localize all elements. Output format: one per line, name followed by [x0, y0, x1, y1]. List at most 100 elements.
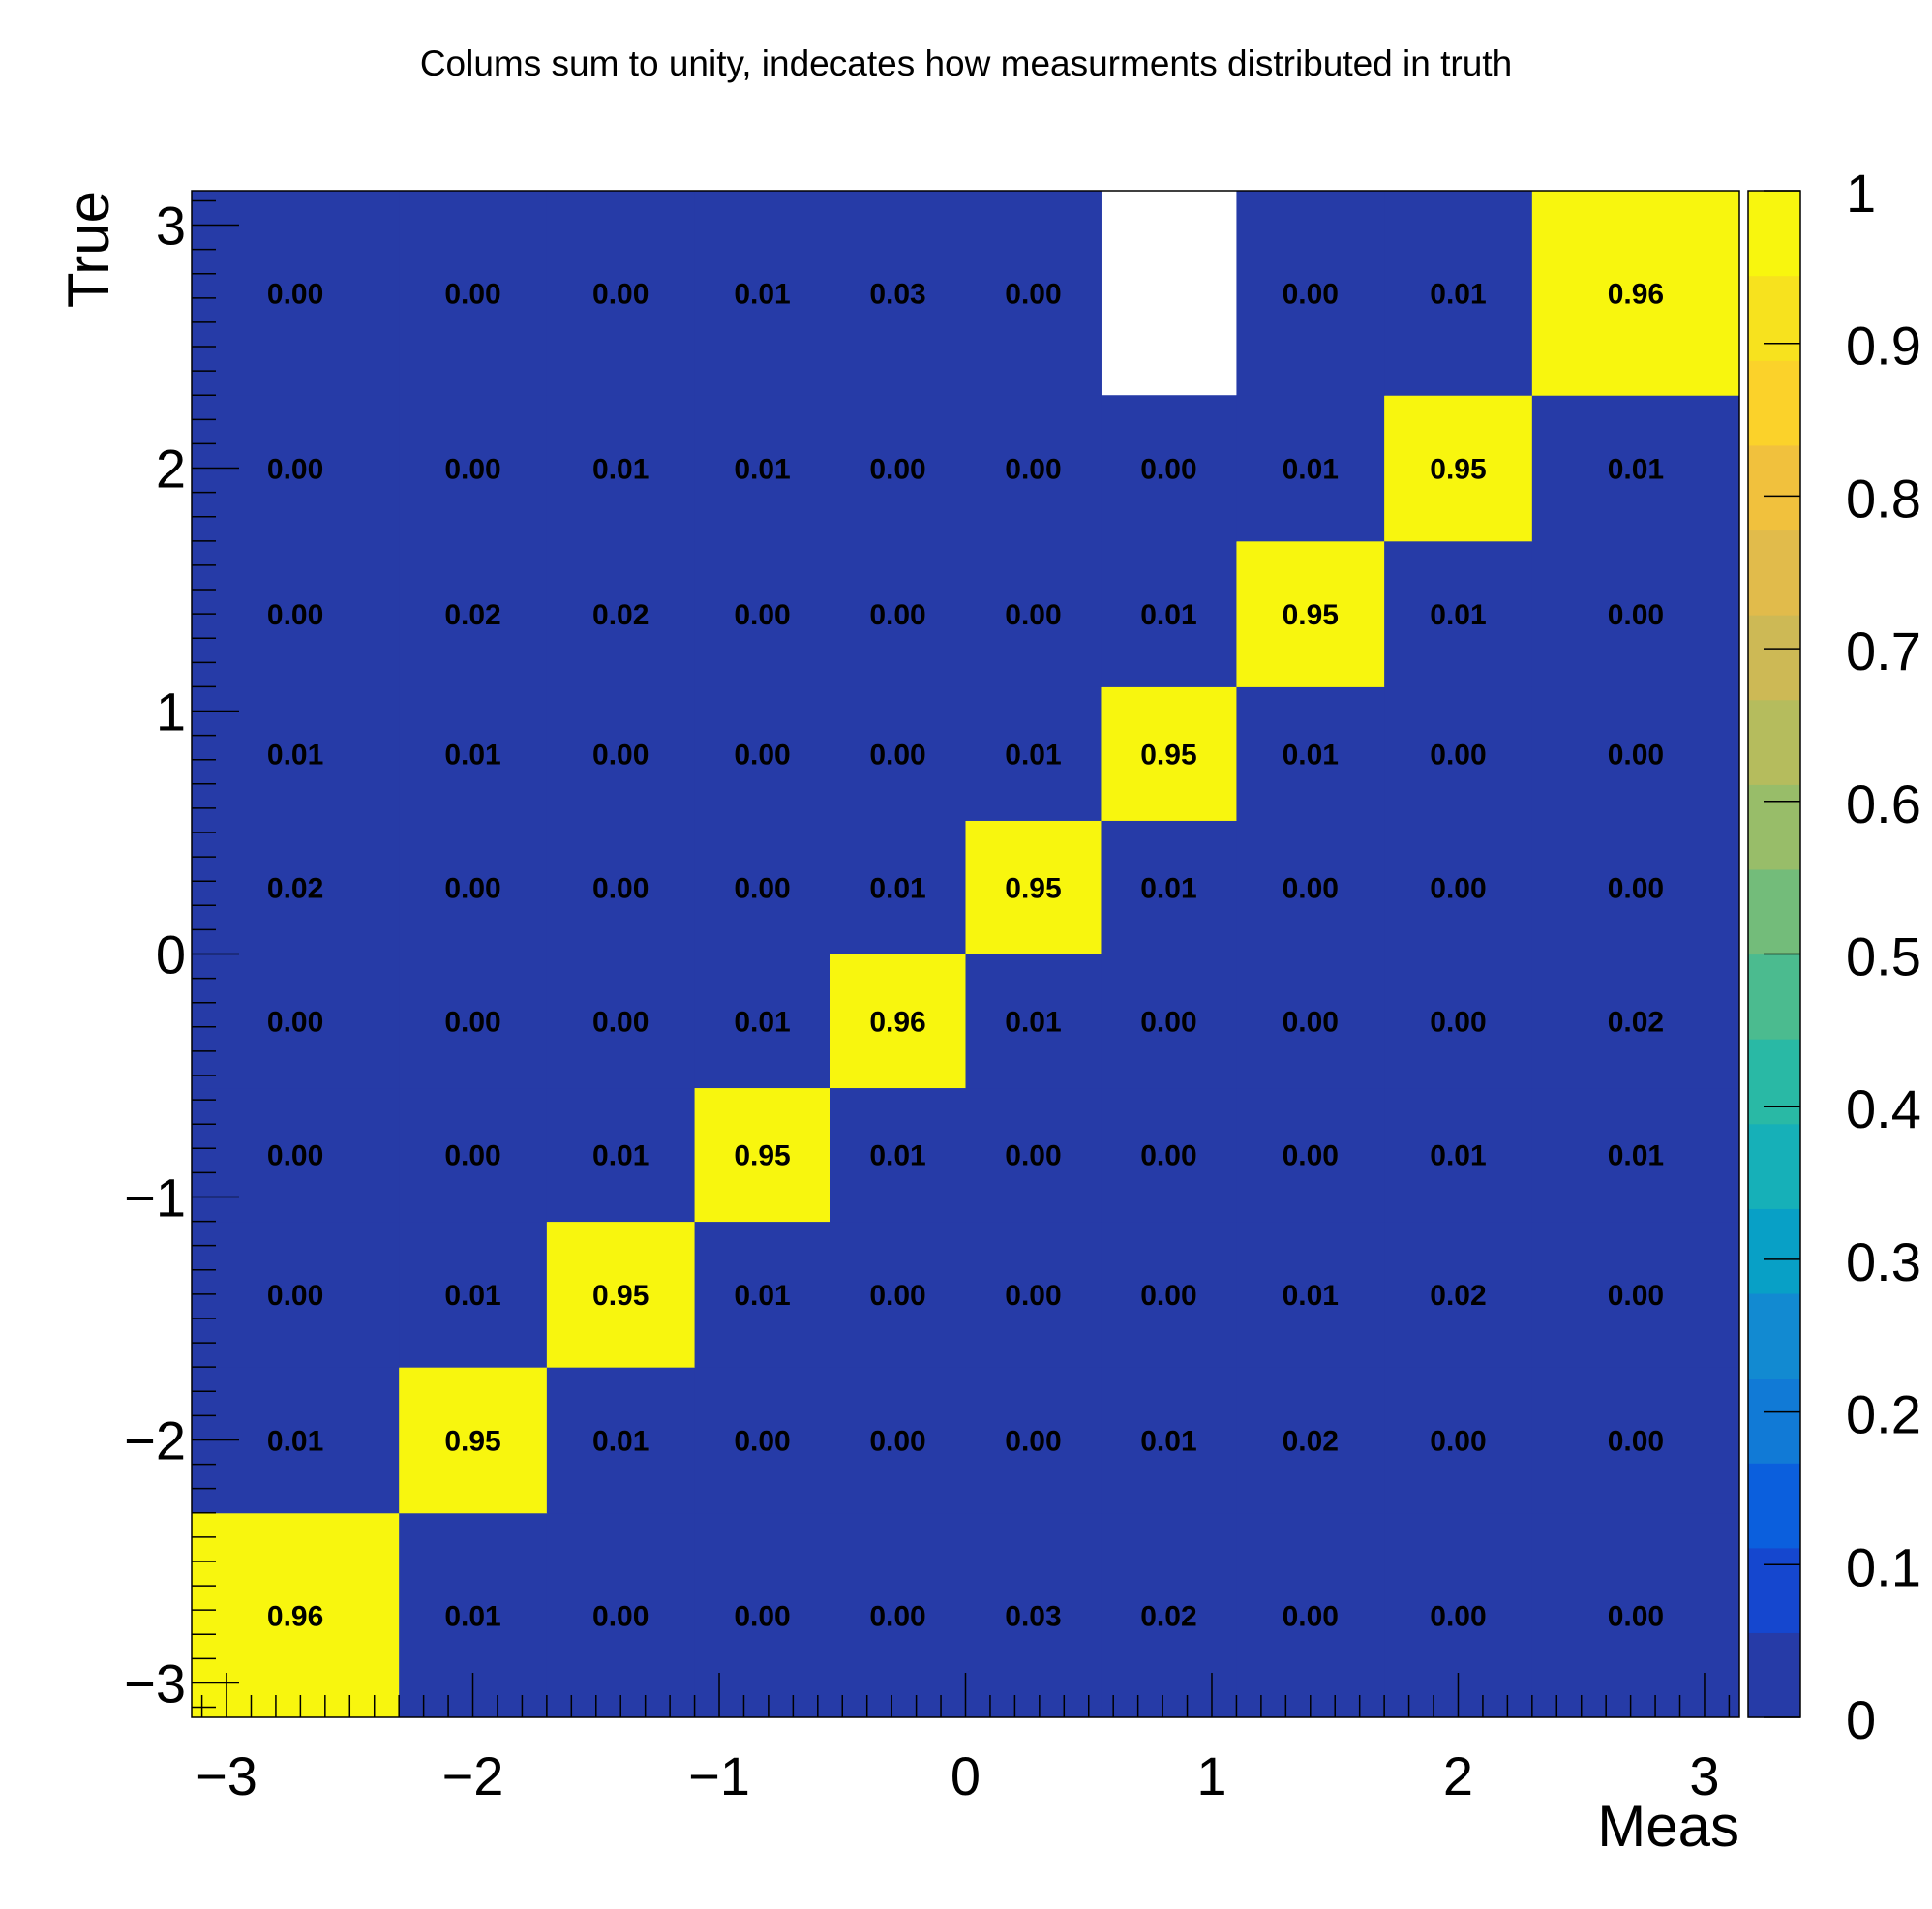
- heatmap-cell: [1384, 954, 1533, 1089]
- cell-value-label: 0.02: [267, 872, 323, 904]
- heatmap-cell: [399, 1087, 548, 1223]
- heatmap-cell: [965, 820, 1102, 954]
- cell-value-label: 0.00: [1005, 599, 1061, 631]
- heatmap-cell: [965, 686, 1102, 821]
- colorbar-tick-label: 0.2: [1846, 1384, 1921, 1445]
- y-axis-title: True: [56, 191, 121, 308]
- cell-value-label: 0.00: [444, 279, 500, 311]
- heatmap-cell: [546, 1367, 696, 1514]
- heatmap-cell: [1531, 540, 1740, 687]
- heatmap-cell: [965, 1512, 1102, 1718]
- heatmap-cell: [1101, 954, 1237, 1089]
- cell-value-label: 0.00: [267, 279, 323, 311]
- cell-value-labels: 0.96 0.01 0.00 0.00 0.00 0.03 0.02 0.00 0.00 0.00…: [267, 279, 1664, 1633]
- cell-value-label: 0.00: [1140, 454, 1196, 486]
- cell-value-label: 0.00: [734, 739, 790, 771]
- colorbar-tick-label: 0.9: [1846, 316, 1921, 377]
- colorbar-tick-label: 0.6: [1846, 773, 1921, 834]
- heatmap-cell: [830, 954, 966, 1089]
- cell-value-label: 0.00: [444, 1007, 500, 1039]
- heatmap-cell: [965, 395, 1102, 542]
- heatmap-cell: [1236, 954, 1385, 1089]
- cell-value-label: 0.02: [1430, 1280, 1486, 1312]
- heatmap-cell: [1236, 1367, 1385, 1514]
- heatmap-cell: [1236, 820, 1385, 954]
- heatmap-cell: [1531, 191, 1740, 396]
- heatmap-cell: [830, 1512, 966, 1718]
- heatmap-cell: [1384, 395, 1533, 542]
- cell-value-label: 0.00: [592, 279, 649, 311]
- heatmap-cell: [965, 1367, 1102, 1514]
- cell-value-label: 0.01: [1283, 1280, 1339, 1312]
- cell-value-label: 0.01: [1608, 454, 1664, 486]
- cell-value-label: 0.95: [1430, 454, 1486, 486]
- colorbar-segment: [1748, 530, 1800, 616]
- cell-value-label: 0.00: [267, 454, 323, 486]
- cell-value-label: 0.00: [1608, 1280, 1664, 1312]
- heatmap-cell: [546, 1087, 696, 1223]
- cell-value-label: 0.00: [267, 599, 323, 631]
- heatmap-cell: [1531, 1367, 1740, 1514]
- colorbar-tick-label: 0.8: [1846, 468, 1921, 529]
- cell-value-label: 0.00: [869, 1600, 925, 1632]
- colorbar-segment: [1748, 1547, 1800, 1633]
- heatmap-cell: [1101, 686, 1237, 821]
- cell-value-label: 0.01: [1005, 1007, 1061, 1039]
- heatmap-cell: [1531, 954, 1740, 1089]
- cell-value-label: 0.00: [1430, 872, 1486, 904]
- cell-value-label: 0.00: [592, 1600, 649, 1632]
- cell-value-label: 0.00: [444, 1140, 500, 1172]
- heatmap-cell: [399, 954, 548, 1089]
- heatmap-cell: [694, 191, 831, 396]
- heatmap-cell: [1236, 1512, 1385, 1718]
- y-tick-label: 3: [156, 196, 186, 257]
- cell-value-label: 0.01: [267, 739, 323, 771]
- heatmap-cell: [830, 1367, 966, 1514]
- cell-value-label: 0.01: [444, 739, 500, 771]
- heatmap-cell: [546, 540, 696, 687]
- heatmap-cell: [399, 820, 548, 954]
- heatmap-cell: [399, 395, 548, 542]
- cell-value-label: 0.01: [1430, 1140, 1486, 1172]
- cell-value-label: 0.95: [1283, 599, 1339, 631]
- colorbar-segment: [1748, 699, 1800, 785]
- cell-value-label: 0.00: [1283, 1140, 1339, 1172]
- colorbar-tick-label: 0.3: [1846, 1231, 1921, 1292]
- cell-value-label: 0.00: [592, 1007, 649, 1039]
- cell-value-label: 0.02: [592, 599, 649, 631]
- heatmap-cell: [1236, 395, 1385, 542]
- colorbar-segment: [1748, 868, 1800, 955]
- heatmap-cell: [399, 1367, 548, 1514]
- cell-value-label: 0.02: [1283, 1425, 1339, 1457]
- cell-value-label: 0.01: [1005, 739, 1061, 771]
- heatmap-cell: [546, 954, 696, 1089]
- heatmap-cell: [1101, 540, 1237, 687]
- cell-value-label: 0.01: [267, 1425, 323, 1457]
- heatmap-cell: [399, 540, 548, 687]
- cell-value-label: 0.96: [869, 1007, 925, 1039]
- cell-value-label: 0.00: [1140, 1280, 1196, 1312]
- cell-value-label: 0.00: [1283, 279, 1339, 311]
- colorbar-segment: [1748, 784, 1800, 870]
- cell-value-label: 0.01: [1283, 739, 1339, 771]
- heatmap-cell: [830, 395, 966, 542]
- cell-value-label: 0.00: [1608, 1600, 1664, 1632]
- heatmap-cell: [546, 191, 696, 396]
- y-tick-label: −3: [124, 1652, 186, 1713]
- cell-value-label: 0.00: [1283, 1007, 1339, 1039]
- heatmap-cell: [965, 1221, 1102, 1368]
- heatmap-cell: [1101, 1512, 1237, 1718]
- heatmap-cell: [1531, 820, 1740, 954]
- cell-value-label: 0.00: [869, 599, 925, 631]
- cell-value-label: 0.95: [592, 1280, 649, 1312]
- colorbar-segment: [1748, 360, 1800, 446]
- heatmap-cell: [1384, 1367, 1533, 1514]
- heatmap-cell: [1236, 686, 1385, 821]
- cell-value-label: 0.95: [444, 1425, 500, 1457]
- colorbar-segment: [1748, 1039, 1800, 1125]
- cell-value-label: 0.01: [734, 279, 790, 311]
- cell-value-label: 0.00: [1140, 1007, 1196, 1039]
- heatmap-cell: [1384, 540, 1533, 687]
- cell-value-label: 0.01: [444, 1600, 500, 1632]
- colorbar: 0 0.1 0.2 0.3 0.4 0.5 0.6 0.7 0.8 0.9 1: [1747, 163, 1921, 1750]
